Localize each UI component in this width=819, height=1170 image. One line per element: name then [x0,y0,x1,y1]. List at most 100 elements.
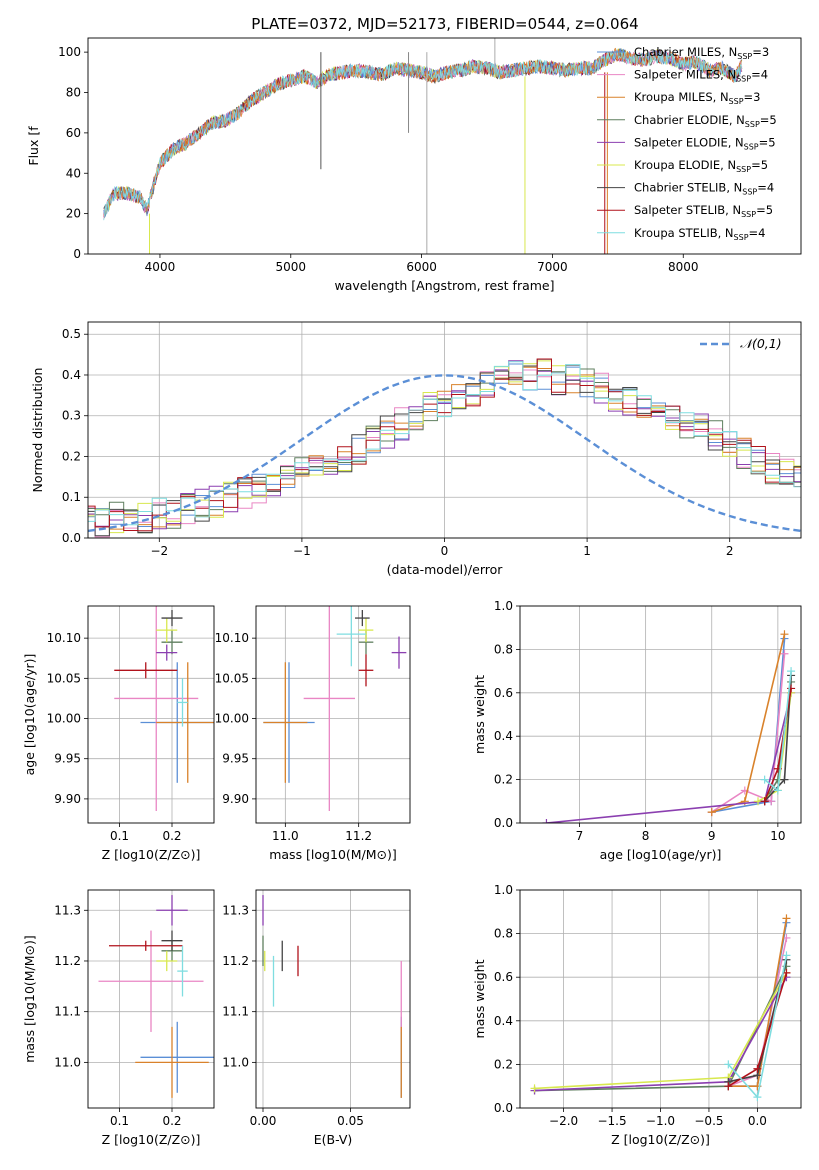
errorbar-point [161,610,183,627]
spectrum-xtick-label: 7000 [537,260,568,274]
residuals-ytick-label: 0.1 [62,490,81,504]
errorbar-point [303,606,355,811]
mass_vs_ebv-xtick-label: 0.00 [250,1114,277,1128]
age_vs_Z-xtick-label: 0.1 [110,829,129,843]
mass_vs_ebv-ytick-label: 11.1 [222,1005,249,1019]
legend-ssp-sub: SSP [744,142,759,151]
legend-model-name: Kroupa MILES, N [634,90,729,104]
legend-entry: Salpeter STELIB, NSSP=5 [634,203,773,219]
massweight_vs_age-ytick-label: 0.4 [494,729,513,743]
legend-ssp-sub: SSP [737,52,752,61]
spectrum-ytick-label: 100 [58,45,81,59]
errorbar-point [109,940,183,951]
mass_vs_Z-ytick-label: 11.0 [54,1055,81,1069]
spectrum-ytick-label: 40 [66,166,81,180]
legend-entry: Chabrier ELODIE, NSSP=5 [634,113,777,129]
errorbar-point [140,1021,214,1093]
normal-curve [88,374,801,533]
legend-model-name: Chabrier ELODIE, N [634,113,745,127]
age_vs_mass-ytick-label: 10.10 [215,631,249,645]
age_vs_mass-xtick-label: 11.0 [272,829,299,843]
spectrum-xtick-label: 5000 [276,260,307,274]
legend-entry: Kroupa ELODIE, NSSP=5 [634,158,768,174]
age_vs_Z-ticks [84,606,214,827]
mass_vs_Z-frame [87,889,215,1109]
massweight_vs_Z-ytick-label: 0.8 [494,927,513,941]
figure-title: PLATE=0372, MJD=52173, FIBERID=0544, z=0… [251,15,638,33]
errorbar-point [336,606,366,667]
age_vs_Z-ytick-label: 10.00 [47,712,81,726]
spectrum-xtick-label: 6000 [406,260,437,274]
spectrum-ytick-label: 80 [66,86,81,100]
mass_vs_ebv-ticks [252,890,410,1112]
massweight_vs_age-lines [542,630,796,823]
mass_vs_ebv-ytick-label: 11.3 [222,903,249,917]
massweight_vs_Z-ytick-label: 0.0 [494,1101,513,1115]
normal-legend-label: 𝒩(0,1) [740,336,782,351]
legend-model-name: Salpeter STELIB, N [634,203,741,217]
legend-ssp-count: =3 [752,45,769,59]
spectrum-xtick-label: 8000 [668,260,699,274]
age_vs_mass-ytick-label: 9.95 [222,752,249,766]
massweight_vs_age-ytick-label: 1.0 [494,599,513,613]
massweight_vs_Z-xtick-label: −1.0 [646,1114,675,1128]
age_vs_mass-xlabel: mass [log10(M/M⊙)] [269,847,397,862]
age_vs_mass-plot-area [256,606,410,823]
massweight_vs_Z-xtick-label: −0.5 [694,1114,723,1128]
residuals-ytick-label: 0.5 [62,327,81,341]
spectrum-ytick-label: 60 [66,126,81,140]
mass_vs_Z-errorbars [98,895,214,1098]
errorbar-point [358,618,374,643]
legend-entry: Salpeter MILES, NSSP=4 [634,68,768,84]
age_vs_mass-ytick-label: 9.90 [222,792,249,806]
errorbar-point [156,895,188,926]
spectrum-ylabel: Flux [f [26,126,41,166]
massweight_vs_age-xtick-label: 9 [708,829,716,843]
residuals-histograms [88,358,801,538]
massweight_vs_Z-xtick-label: −1.5 [597,1114,626,1128]
legend-ssp-count: =3 [744,90,761,104]
mass_vs_ebv-ytick-label: 11.0 [222,1055,249,1069]
errorbar-point [114,606,199,811]
errorbar-point [98,930,204,1032]
errorbar-point [156,644,178,661]
massweight_vs_Z-lines [530,914,791,1102]
residuals-xtick-label: −1 [293,544,311,558]
spectrum-ytick-label: 20 [66,207,81,221]
errorbar-point [156,950,178,972]
spectrum-xlabel: wavelength [Angstrom, rest frame] [334,278,554,293]
legend-ssp-count: =5 [760,113,777,127]
massweight_vs_age-xtick-label: 7 [576,829,584,843]
legend-model-name: Kroupa STELIB, N [634,226,734,240]
massweight-marker [707,808,716,817]
errorbar-point [355,610,370,627]
massweight_vs_age-xtick-label: 10 [770,829,785,843]
legend-ssp-sub: SSP [742,188,757,197]
massweight-series [711,653,786,813]
spectrum-frame [87,37,802,255]
age_vs_mass-ytick-label: 10.05 [215,671,249,685]
massweight-marker [782,914,791,923]
age_vs_Z-ytick-label: 10.10 [47,631,81,645]
massweight_vs_age-ylabel: mass weight [472,675,487,754]
mass_vs_Z-ytick-label: 11.3 [54,903,81,917]
massweight_vs_Z-xtick-label: 0.0 [748,1114,767,1128]
massweight-marker [542,819,551,823]
errorbar-point [161,930,183,951]
massweight_vs_Z-ytick-label: 1.0 [494,883,513,897]
mass_vs_Z-xlabel: Z [log10(Z/Z⊙)] [102,1132,201,1147]
massweight-marker [780,775,789,784]
massweight_vs_Z-ytick-label: 0.4 [494,1014,513,1028]
legend-model-name: Salpeter ELODIE, N [634,135,744,149]
age_vs_Z-ytick-label: 9.95 [54,752,81,766]
errorbar-point [135,1026,209,1098]
legend-ssp-count: =4 [751,68,768,82]
errorbar-point [263,662,308,783]
massweight_vs_age-xlabel: age [log10(age/yr)] [600,847,722,862]
massweight-marker [760,775,769,784]
mass_vs_ebv-xtick-label: 0.05 [337,1114,364,1128]
errorbar-point [177,678,188,727]
errorbar-point [156,618,178,643]
